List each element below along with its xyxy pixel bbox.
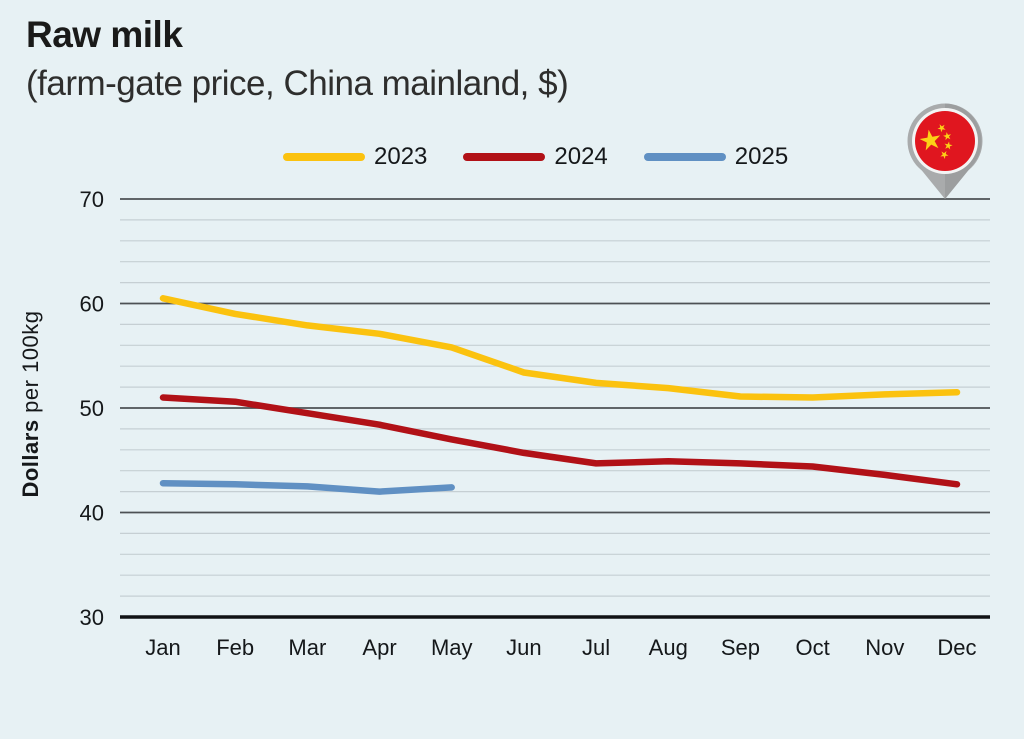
- x-tick-label: Apr: [362, 635, 396, 660]
- x-tick-label: Oct: [796, 635, 830, 660]
- x-tick-label: Jul: [582, 635, 610, 660]
- y-tick-label: 70: [80, 187, 104, 212]
- legend-label: 2023: [374, 143, 428, 170]
- china-flag-stars: [919, 124, 953, 159]
- x-tick-label: May: [431, 635, 473, 660]
- y-axis-title: Dollars per 100kg: [18, 310, 43, 497]
- legend-swatch-2025: [643, 153, 726, 161]
- legend-swatch-2023: [283, 153, 365, 161]
- y-tick-label: 30: [80, 605, 104, 630]
- chart-title: Raw milk: [26, 14, 183, 55]
- y-tick-label: 40: [80, 501, 104, 526]
- x-tick-label: Feb: [216, 635, 254, 660]
- x-tick-label: Jun: [506, 635, 541, 660]
- legend-label: 2024: [554, 143, 608, 170]
- legend-swatch-2024: [463, 153, 546, 161]
- chart-subtitle: (farm-gate price, China mainland, $): [26, 64, 569, 103]
- legend-label: 2025: [734, 143, 789, 170]
- flag-big-star: [919, 129, 941, 151]
- legend: 2023 2024 2025: [283, 143, 788, 171]
- legend-item-2025: 2025: [643, 143, 789, 171]
- x-tick-label: Nov: [865, 635, 904, 660]
- legend-item-2024: 2024: [463, 143, 608, 171]
- flag-small-star: [943, 132, 952, 141]
- series-line-2025: [159, 479, 455, 495]
- series-line-2023: [159, 295, 961, 401]
- x-tick-label: Jan: [145, 635, 180, 660]
- legend-item-2023: 2023: [283, 143, 427, 171]
- y-tick-label: 60: [80, 292, 104, 317]
- flag-small-star: [937, 124, 946, 133]
- x-tick-label: Mar: [288, 635, 326, 660]
- series-line-2024: [159, 394, 961, 488]
- y-tick-label: 50: [80, 396, 104, 421]
- x-tick-label: Sep: [721, 635, 760, 660]
- x-tick-label: Aug: [649, 635, 688, 660]
- x-tick-label: Dec: [937, 635, 976, 660]
- flag-small-star: [944, 141, 953, 150]
- china-location-pin-icon: [907, 103, 983, 199]
- flag-small-star: [940, 150, 949, 159]
